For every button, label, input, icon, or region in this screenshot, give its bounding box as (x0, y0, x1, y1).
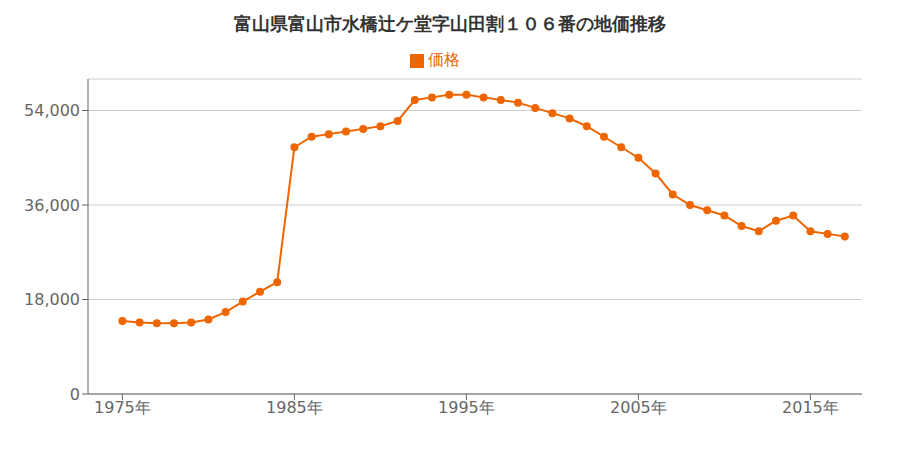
html-text:富山県富山市水橋辻ケ堂字山田割１０６番の地価推移: 富山県富山市水橋辻ケ堂字山田割１０６番の地価推移 (234, 13, 666, 34)
html-text:価格: 価格 (428, 50, 460, 69)
svg-text:1985年: 1985年 (266, 398, 323, 417)
svg-text:2015年: 2015年 (782, 398, 839, 417)
svg-text:18,000: 18,000 (24, 290, 80, 309)
svg-text:2005年: 2005年 (610, 398, 667, 417)
svg-text:1995年: 1995年 (438, 398, 495, 417)
svg-text:54,000: 54,000 (24, 101, 80, 120)
svg-text:36,000: 36,000 (24, 196, 80, 215)
svg-text:1975年: 1975年 (94, 398, 151, 417)
svg-text:0: 0 (70, 385, 80, 404)
